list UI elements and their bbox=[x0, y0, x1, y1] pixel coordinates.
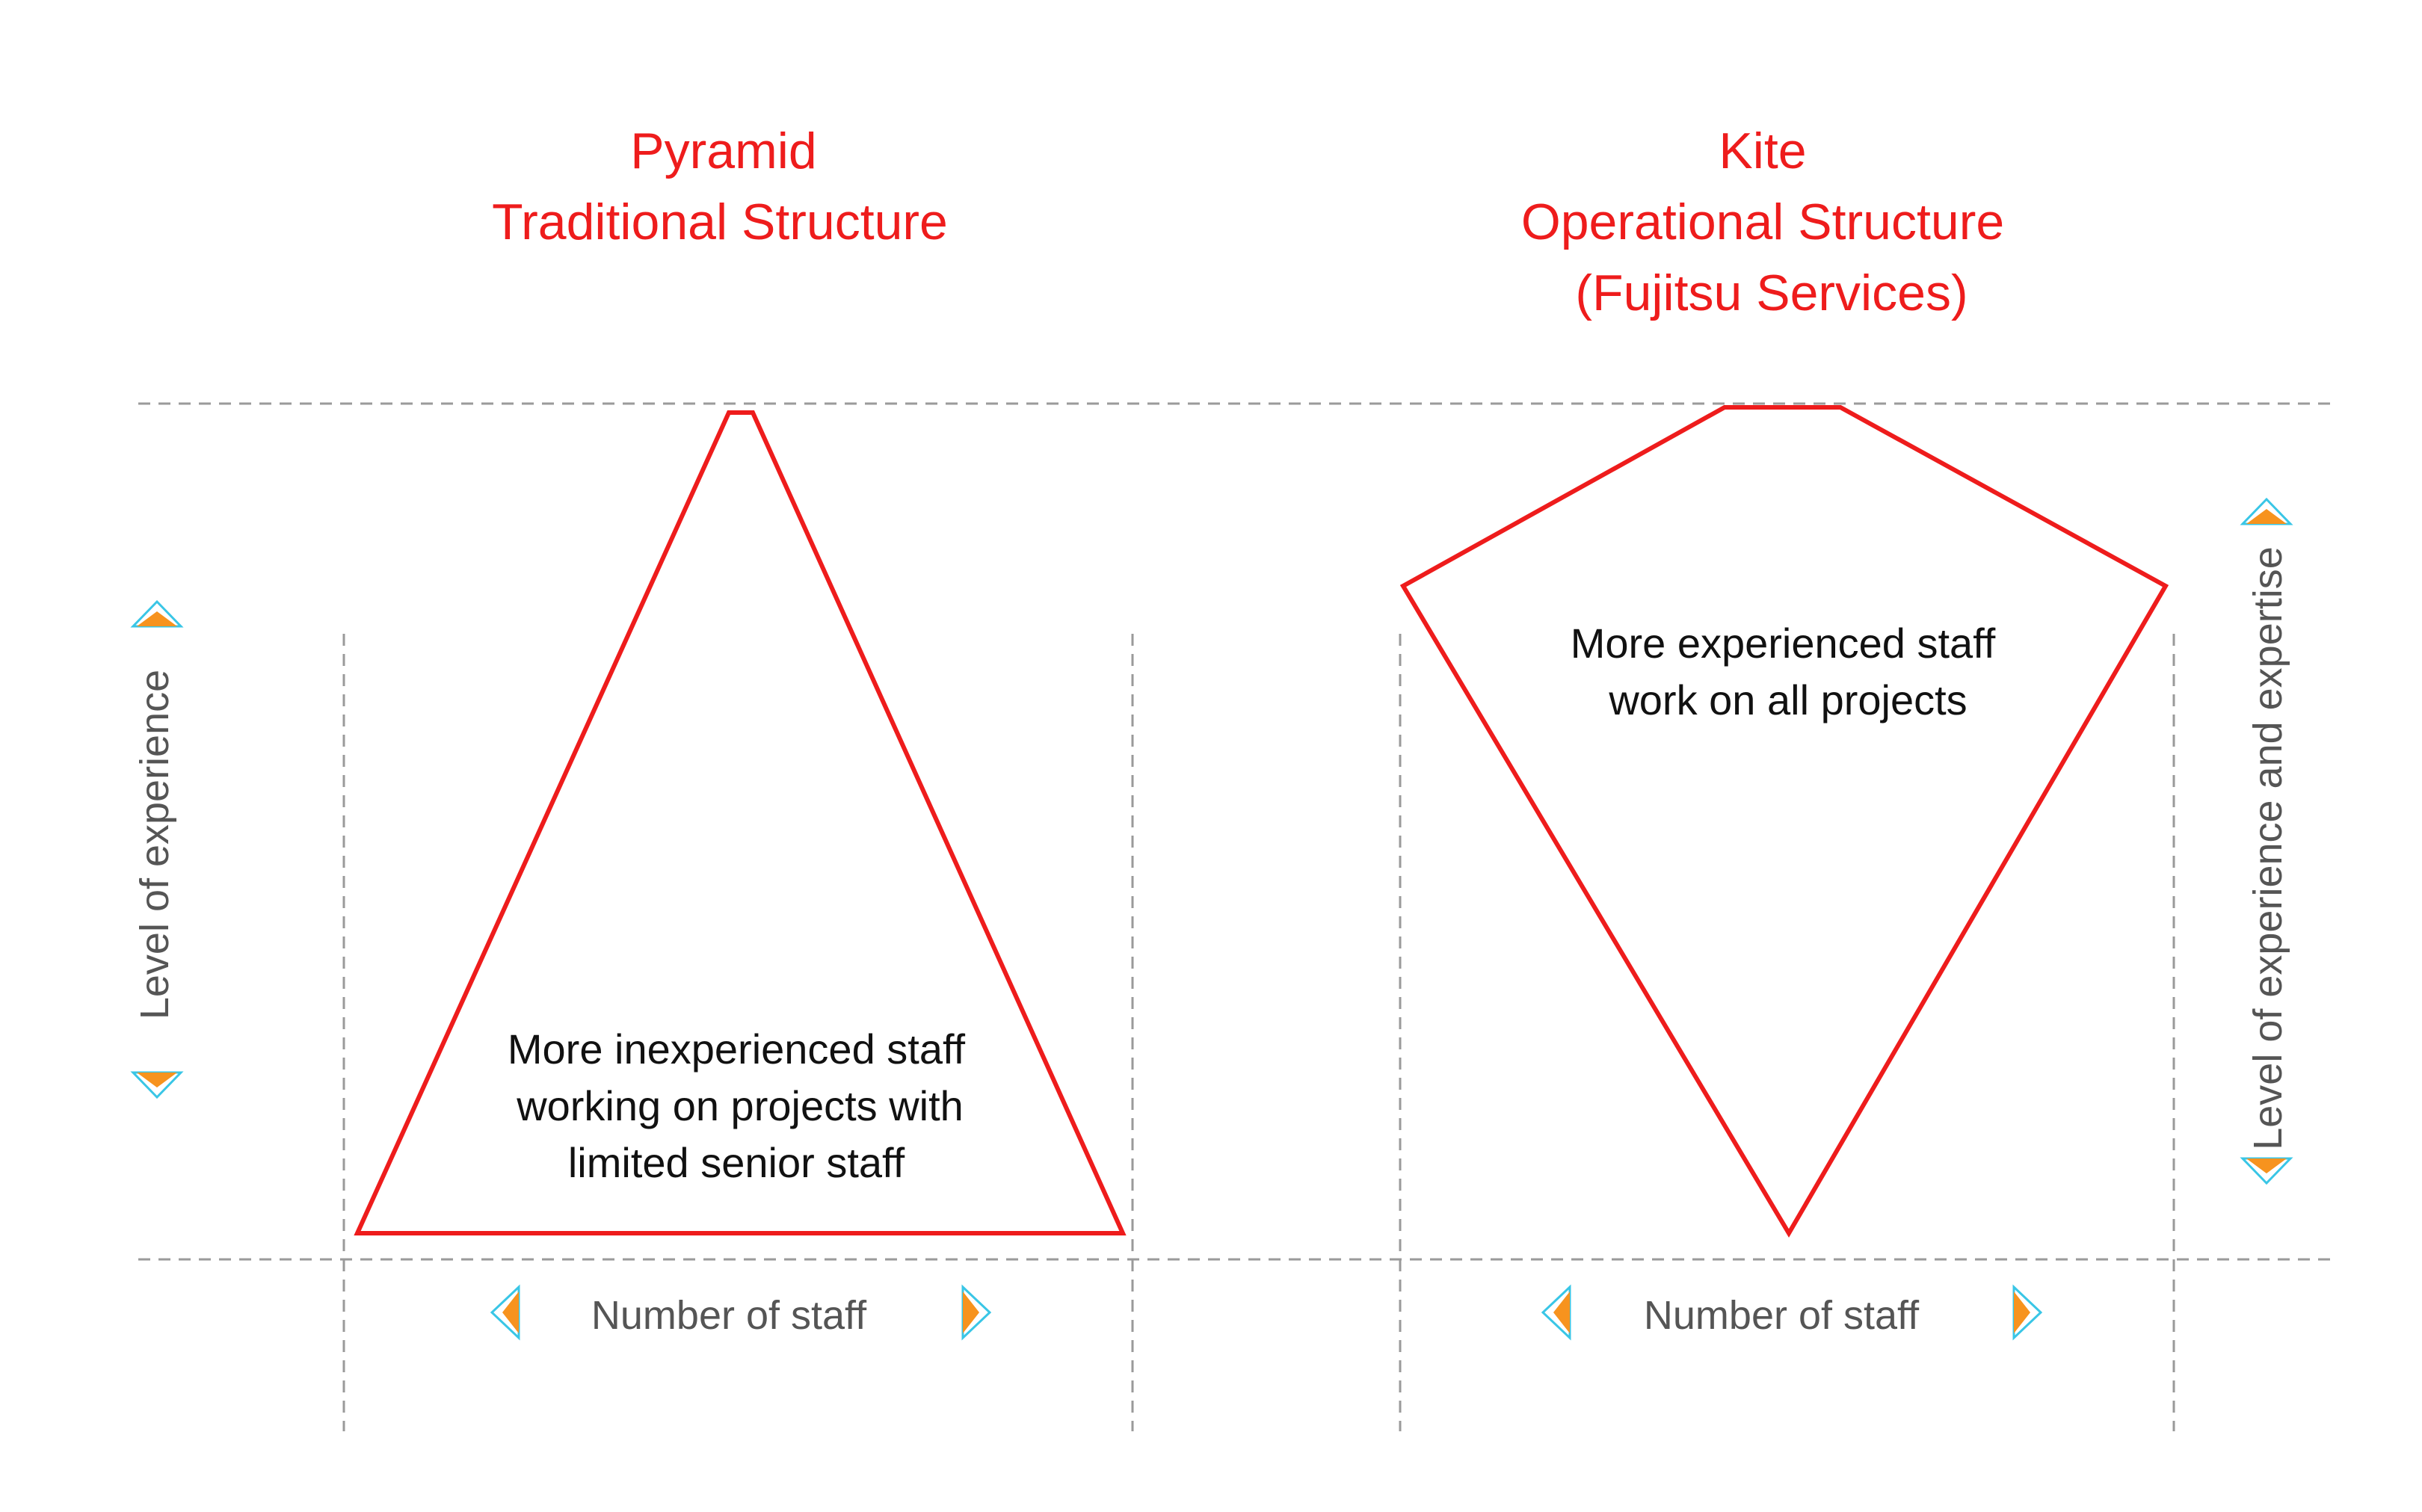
pyramid-down-arrow-icon bbox=[130, 1071, 184, 1099]
kite-title-line2: Operational Structure bbox=[1521, 194, 2004, 250]
kite-description-line1: More experienced staff bbox=[1571, 620, 1996, 667]
kite-right-arrow-icon bbox=[2012, 1284, 2043, 1341]
guide-lines bbox=[138, 402, 2332, 1431]
pyramid-title-line1: Pyramid bbox=[630, 123, 816, 179]
kite-y-axis-label: Level of experience and expertise bbox=[2246, 546, 2290, 1150]
pyramid-up-arrow-icon bbox=[130, 599, 184, 628]
pyramid-right-arrow-icon bbox=[961, 1284, 992, 1341]
kite-shape bbox=[1399, 405, 2169, 1238]
pyramid-left-arrow-icon bbox=[490, 1284, 520, 1341]
pyramid-title-line2: Traditional Structure bbox=[492, 194, 948, 250]
kite-title-line3: (Fujitsu Services) bbox=[1575, 265, 1968, 321]
pyramid-description-line3: limited senior staff bbox=[568, 1139, 905, 1186]
kite-up-arrow-icon bbox=[2240, 497, 2293, 525]
kite-left-arrow-icon bbox=[1541, 1284, 1571, 1341]
kite-description-line2: work on all projects bbox=[1608, 676, 1967, 723]
pyramid-x-axis-label: Number of staff bbox=[591, 1293, 867, 1338]
kite-x-axis-label: Number of staff bbox=[1644, 1293, 1920, 1338]
pyramid-y-axis-label: Level of experience bbox=[132, 670, 177, 1019]
pyramid-shape bbox=[354, 410, 1127, 1235]
pyramid-description-line2: working on projects with bbox=[516, 1082, 964, 1129]
pyramid-description-line1: More inexperienced staff bbox=[508, 1025, 966, 1073]
kite-title-line1: Kite bbox=[1719, 123, 1806, 179]
kite-down-arrow-icon bbox=[2240, 1157, 2293, 1185]
